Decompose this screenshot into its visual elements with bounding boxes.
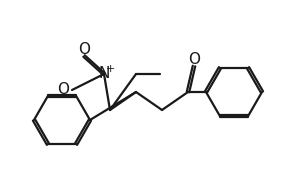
Text: O: O — [78, 42, 90, 56]
Text: −: − — [64, 90, 74, 100]
Text: O: O — [57, 82, 69, 98]
Text: +: + — [105, 64, 115, 74]
Text: O: O — [188, 52, 200, 66]
Text: N: N — [98, 66, 110, 82]
